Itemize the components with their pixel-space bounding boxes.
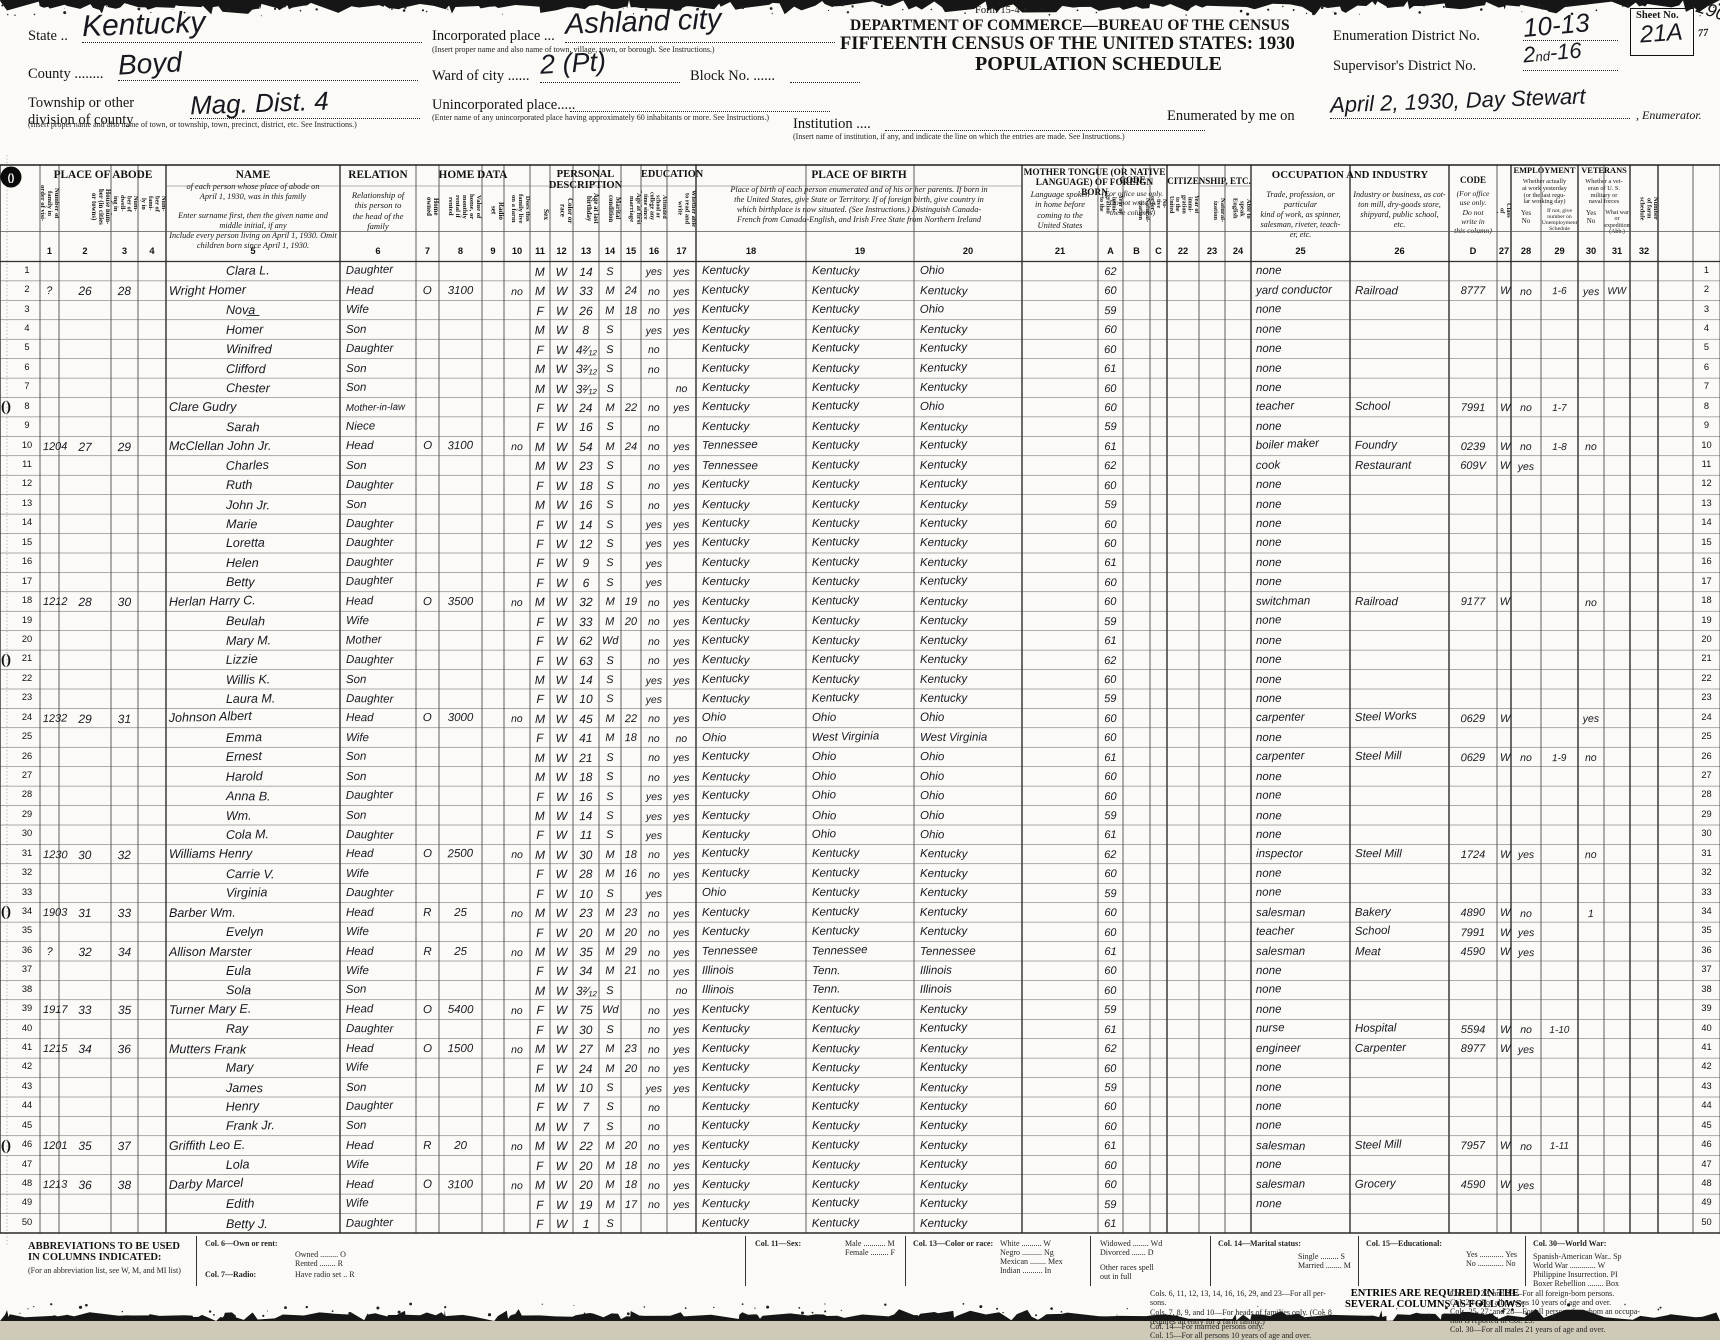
svg-text:(): () xyxy=(8,173,15,184)
